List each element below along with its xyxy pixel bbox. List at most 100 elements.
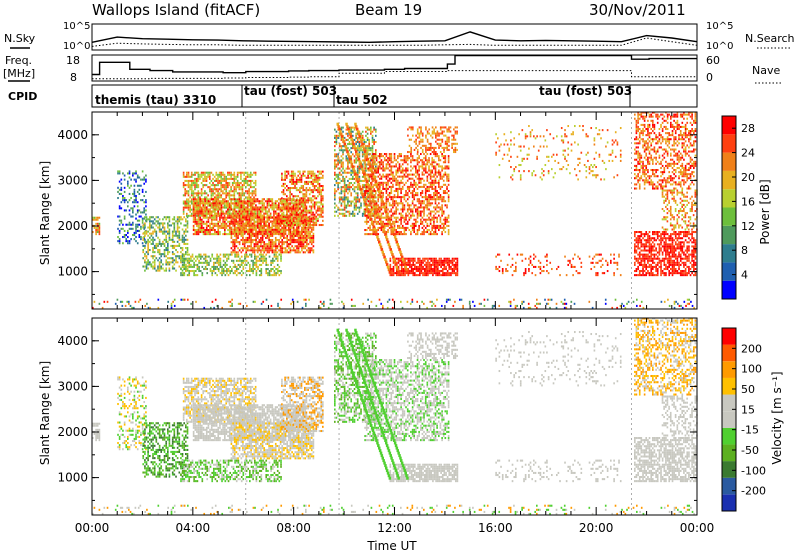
power-cell: [374, 183, 376, 186]
power-cell: [127, 182, 129, 185]
power-cell: [242, 268, 245, 271]
power-cell: [281, 247, 284, 250]
power-cell: [213, 200, 216, 203]
power-cell: [342, 214, 344, 217]
power-cell: [198, 270, 200, 273]
power-cell: [186, 171, 188, 174]
power-cell: [350, 130, 353, 133]
power-cell: [217, 194, 219, 197]
power-cell: [301, 247, 303, 250]
power-cell: [276, 222, 279, 225]
power-cell: [292, 234, 295, 237]
power-cell: [405, 194, 407, 197]
mode-label: tau (fost) 503: [244, 84, 337, 98]
power-cell: [233, 249, 236, 252]
power-cell: [264, 206, 267, 209]
power-cell: [199, 270, 202, 273]
power-cell: [290, 201, 293, 204]
power-cell: [322, 224, 324, 227]
power-cell: [233, 206, 236, 209]
power-cell: [383, 175, 386, 178]
power-cell: [413, 181, 416, 184]
power-cell: [320, 207, 323, 210]
power-cell: [338, 198, 341, 201]
power-cell: [118, 192, 121, 195]
power-cell: [338, 171, 341, 174]
power-cell: [380, 190, 383, 193]
power-cell: [273, 218, 275, 221]
power-cell: [377, 204, 380, 207]
power-cell: [268, 243, 270, 246]
power-cell: [270, 243, 272, 246]
power-cell: [401, 187, 404, 190]
power-cell: [133, 201, 136, 204]
power-cell: [149, 226, 151, 229]
power-cell: [195, 263, 197, 266]
power-cell: [251, 218, 254, 221]
power-cell: [186, 261, 189, 264]
power-cell: [379, 187, 381, 190]
power-cell: [255, 232, 257, 235]
power-cell: [350, 147, 353, 150]
power-cell: [231, 177, 234, 180]
power-cell: [367, 220, 370, 223]
power-cell: [144, 253, 146, 256]
power-cell: [305, 191, 308, 194]
power-cell: [274, 200, 277, 203]
power-cell: [238, 232, 241, 235]
power-cell: [186, 259, 189, 262]
power-cell: [239, 272, 241, 275]
power-cell: [213, 184, 216, 187]
power-cell: [197, 196, 200, 199]
power-cell: [122, 172, 124, 175]
power-cell: [149, 224, 151, 227]
power-cell: [408, 216, 411, 219]
power-cell: [209, 268, 212, 271]
power-cell: [273, 232, 275, 235]
power-cell: [374, 212, 376, 215]
power-cell: [356, 173, 359, 176]
power-cell: [248, 173, 250, 176]
power-cell: [306, 239, 308, 242]
power-cell: [392, 212, 394, 215]
power-cell: [227, 177, 229, 180]
power-cell: [374, 216, 376, 219]
power-cell: [236, 192, 239, 195]
power-cell: [307, 230, 310, 233]
power-cell: [304, 224, 307, 227]
power-cell: [237, 253, 240, 256]
power-cell: [240, 218, 243, 221]
power-cell: [379, 185, 381, 188]
power-cell: [312, 239, 315, 242]
power-cell: [165, 267, 168, 270]
power-cell: [251, 231, 254, 234]
power-cell: [301, 249, 303, 252]
power-cell: [254, 190, 257, 193]
power-cell: [229, 265, 232, 268]
power-cell: [230, 220, 233, 223]
power-cell: [193, 274, 195, 277]
power-cell: [261, 239, 264, 242]
power-cell: [160, 261, 163, 264]
power-cell: [217, 175, 219, 178]
power-cell: [235, 268, 238, 271]
power-cell: [250, 198, 252, 201]
power-cell: [296, 230, 298, 233]
power-cell: [379, 226, 381, 229]
power-cell: [253, 214, 256, 217]
power-cell: [132, 215, 134, 218]
power-cell: [163, 238, 166, 241]
power-cell: [296, 247, 298, 250]
power-cell: [392, 185, 394, 188]
power-cell: [254, 263, 256, 266]
power-cell: [192, 202, 195, 205]
power-cell: [207, 204, 209, 207]
power-cell: [165, 255, 168, 258]
power-cell: [256, 208, 259, 211]
power-cell: [228, 204, 231, 207]
power-cell: [294, 239, 297, 242]
power-cell: [296, 245, 298, 248]
power-cell: [199, 229, 202, 232]
power-cell: [416, 220, 419, 223]
power-cell: [307, 221, 309, 224]
